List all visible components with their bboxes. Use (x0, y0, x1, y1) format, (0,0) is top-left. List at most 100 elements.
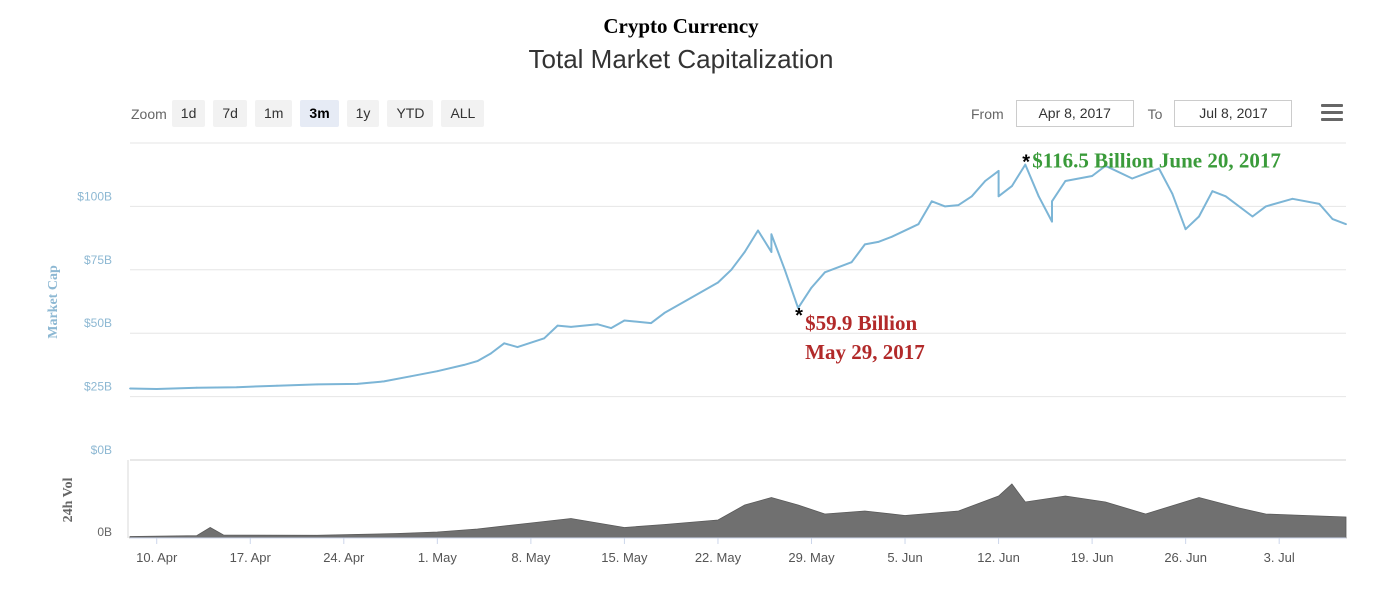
market-cap-point-15 (543, 337, 546, 340)
market-cap-point-8 (409, 375, 412, 378)
market-cap-point-36 (877, 241, 880, 243)
market-cap-point-48 (1037, 195, 1040, 198)
chart-title: Crypto Currency (603, 14, 759, 38)
market-cap-point-12 (489, 352, 492, 355)
market-cap-point-14 (516, 346, 519, 348)
market-cap-point-4 (276, 384, 278, 387)
market-cap-point-60 (1211, 190, 1214, 193)
x-tick-label-12: 3. Jul (1264, 550, 1295, 565)
market-cap-point-43 (984, 180, 987, 182)
zoom-button-3m[interactable]: 3m (300, 100, 339, 127)
market-cap-point-16 (556, 324, 559, 327)
zoom-button-7d[interactable]: 7d (213, 100, 247, 127)
y-tick-label-2: $50B (84, 316, 112, 330)
market-cap-point-23 (690, 296, 693, 299)
from-label: From (971, 105, 1004, 122)
volume-area (129, 483, 1347, 539)
trough-annotation-date: May 29, 2017 (805, 340, 925, 364)
market-cap-point-40 (944, 205, 946, 208)
y-tick-label-1: $25B (84, 380, 112, 394)
market-cap-point-55 (1144, 172, 1147, 175)
market-cap-point-34 (850, 261, 853, 264)
market-cap-point-42 (970, 195, 973, 198)
zoom-bar: Zoom 1d 7d 1m 3m 1y YTD ALL (131, 100, 492, 127)
market-cap-point-30 (783, 268, 786, 271)
x-tick-label-4: 8. May (511, 550, 551, 565)
to-date-input[interactable]: Jul 8, 2017 (1174, 100, 1293, 127)
trough-annotation-value: $59.9 Billion (805, 311, 917, 335)
x-tick-label-0: 10. Apr (136, 550, 178, 565)
market-cap-point-53 (1104, 164, 1107, 167)
zoom-button-1m[interactable]: 1m (254, 100, 293, 127)
zoom-label: Zoom (131, 105, 167, 122)
x-tick-label-3: 1. May (418, 550, 458, 565)
x-tick-label-2: 24. Apr (323, 550, 365, 565)
market-cap-point-25 (730, 268, 733, 271)
x-tick-label-9: 12. Jun (977, 550, 1020, 565)
market-cap-point-28 (770, 251, 773, 253)
market-cap-point-19 (610, 327, 612, 329)
x-tick-label-7: 29. May (788, 550, 835, 565)
market-cap-point-45 (997, 195, 1000, 198)
to-label: To (1147, 105, 1163, 122)
market-cap-point-39 (930, 200, 933, 203)
market-cap-point-2 (195, 386, 198, 389)
market-cap-point-58 (1184, 228, 1187, 231)
from-date-input[interactable]: Apr 8, 2017 (1015, 100, 1134, 127)
market-cap-point-47 (1024, 163, 1027, 166)
market-cap-point-41 (957, 204, 960, 207)
date-range: From Apr 8, 2017 To Jul 8, 2017 (971, 100, 1306, 127)
market-cap-point-57 (1171, 192, 1174, 195)
volume-axis-title: 24h Vol (61, 478, 76, 523)
market-cap-point-62 (1251, 215, 1254, 218)
market-cap-point-37 (890, 235, 893, 238)
zoom-button-1y[interactable]: 1y (346, 100, 380, 127)
market-cap-point-35 (864, 243, 866, 246)
market-cap-point-49 (1051, 220, 1053, 223)
x-tick-label-8: 5. Jun (887, 550, 922, 565)
y-tick-label-3: $75B (84, 253, 112, 267)
x-tick-label-5: 15. May (601, 550, 648, 565)
market-cap-point-31 (797, 307, 799, 309)
market-cap-point-61 (1224, 195, 1227, 198)
market-cap-point-65 (1318, 203, 1321, 205)
market-cap-point-66 (1331, 218, 1334, 221)
peak-annotation: $116.5 Billion June 20, 2017 (1032, 149, 1281, 173)
market-cap-point-29 (770, 233, 773, 236)
market-cap-point-44 (997, 170, 1000, 172)
market-cap-point-64 (1291, 197, 1294, 200)
market-cap-point-3 (236, 386, 238, 389)
trough-marker: * (795, 305, 803, 327)
y-tick-label-0: $0B (91, 443, 112, 457)
market-cap-point-5 (316, 383, 318, 386)
market-cap-point-46 (1011, 185, 1013, 188)
market-cap-point-27 (757, 229, 759, 232)
market-cap-point-56 (1158, 167, 1160, 170)
zoom-button-1d[interactable]: 1d (171, 100, 206, 127)
market-cap-point-50 (1051, 200, 1053, 203)
market-cap-point-33 (824, 271, 826, 274)
zoom-button-ytd[interactable]: YTD (387, 100, 434, 127)
market-cap-point-32 (810, 286, 813, 289)
market-cap-point-11 (476, 360, 479, 362)
market-cap-point-63 (1264, 205, 1267, 208)
market-cap-point-20 (623, 319, 626, 322)
market-cap-point-67 (1345, 223, 1347, 226)
market-cap-point-59 (1198, 215, 1200, 218)
zoom-button-all[interactable]: ALL (441, 100, 485, 127)
market-cap-point-17 (570, 326, 572, 328)
volume-tick-label-0: 0B (97, 525, 112, 539)
market-cap-point-9 (436, 370, 439, 373)
x-tick-label-10: 19. Jun (1071, 550, 1114, 565)
y-tick-label-4: $100B (77, 189, 112, 203)
market-cap-point-24 (717, 281, 719, 284)
market-cap-point-18 (596, 323, 599, 326)
market-cap-point-51 (1064, 180, 1067, 182)
market-cap-point-0 (129, 387, 131, 390)
market-cap-point-1 (155, 388, 158, 390)
market-cap-point-26 (743, 251, 746, 253)
market-cap-point-13 (503, 342, 506, 345)
market-cap-point-10 (463, 364, 465, 366)
chart-menu-icon[interactable] (1321, 104, 1343, 124)
